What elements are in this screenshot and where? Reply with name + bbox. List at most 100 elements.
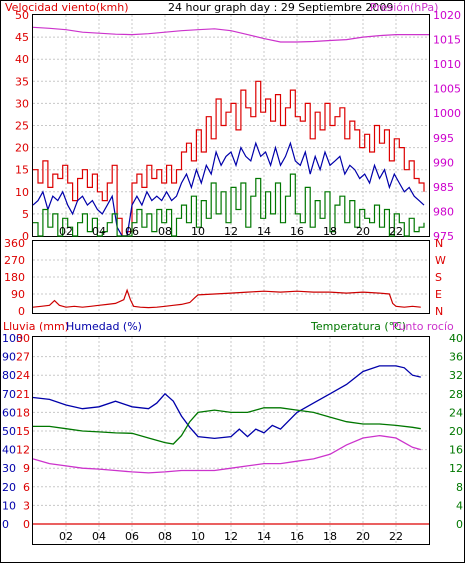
direction-y-tick: 270 (4, 254, 25, 267)
rain-y-tick: 21 (16, 388, 30, 401)
x-tick-label: 14 (257, 530, 271, 543)
humidity-y-tick: 50 (2, 425, 16, 438)
x-tick-label: 04 (92, 225, 106, 238)
humidity-title: Humedad (%) (66, 320, 142, 333)
humidity-y-tick: 70 (2, 388, 16, 401)
compass-tick: N (435, 237, 443, 250)
wind-series (32, 26, 429, 237)
pressure-y-tick: 990 (433, 156, 454, 169)
series-line (32, 26, 429, 43)
x-tick-label: 20 (356, 225, 370, 238)
direction-y-tick: 90 (11, 288, 25, 301)
x-tick-label: 02 (59, 530, 73, 543)
wind-y-tick: 20 (15, 142, 29, 155)
dew-point-title: Punto rocío (392, 320, 454, 333)
temperature-y-tick: 24 (449, 406, 463, 419)
series-line (33, 80, 425, 237)
rain-y-tick: 9 (23, 462, 30, 475)
series-line (32, 288, 421, 309)
wind-title: Velocidad viento(kmh) (5, 1, 129, 14)
rain-y-tick: 27 (16, 351, 30, 364)
temperature-y-tick: 20 (449, 425, 463, 438)
series-line (33, 173, 425, 237)
rain-y-tick: 12 (16, 444, 30, 457)
pressure-title: Presión(hPa) (370, 1, 438, 14)
rain-y-tick: 30 (16, 332, 30, 345)
temperature-y-tick: 28 (449, 388, 463, 401)
humidity-y-tick: 60 (2, 406, 16, 419)
x-tick-label: 06 (125, 530, 139, 543)
pressure-y-tick: 1015 (433, 34, 461, 47)
rain-y-tick: 15 (16, 425, 30, 438)
humidity-y-tick: 10 (2, 499, 16, 512)
direction-grid (33, 241, 429, 313)
humidity-y-tick: 90 (2, 351, 16, 364)
compass-tick: N (435, 305, 443, 318)
x-tick-label: 22 (389, 225, 403, 238)
compass-tick: S (435, 271, 442, 284)
pressure-y-tick: 985 (433, 181, 454, 194)
humidity-y-tick: 30 (2, 462, 16, 475)
temperature-title: Temperatura (°C) (310, 320, 406, 333)
wind-y-tick: 50 (15, 9, 29, 22)
temperature-y-tick: 40 (449, 332, 463, 345)
rain-title: Lluvia (mm) (3, 320, 69, 333)
pressure-y-tick: 995 (433, 132, 454, 145)
x-tick-label: 18 (323, 225, 337, 238)
humidity-y-tick: 0 (2, 518, 9, 531)
graph-title: 24 hour graph day : 29 Septiembre 2009 (168, 1, 393, 14)
x-tick-label: 06 (125, 225, 139, 238)
wind-y-tick: 0 (22, 230, 29, 243)
x-tick-label: 12 (224, 530, 238, 543)
wind-axes: 0510152025303540455097598098599099510001… (15, 9, 461, 243)
wind-y-tick: 45 (15, 31, 29, 44)
climate-series (32, 365, 429, 525)
humidity-y-tick: 20 (2, 481, 16, 494)
temperature-y-tick: 0 (456, 518, 463, 531)
humidity-y-tick: 80 (2, 369, 16, 382)
wind-y-tick: 30 (15, 97, 29, 110)
climate-axes: 0102030405060708090100036912151821242730… (2, 332, 463, 543)
x-tick-label: 08 (158, 225, 172, 238)
rain-y-tick: 18 (16, 406, 30, 419)
x-tick-label: 12 (224, 225, 238, 238)
wind-y-tick: 40 (15, 53, 29, 66)
x-tick-label: 10 (191, 225, 205, 238)
compass-tick: E (435, 288, 442, 301)
wind-y-tick: 35 (15, 75, 29, 88)
pressure-y-tick: 980 (433, 205, 454, 218)
temperature-y-tick: 16 (449, 444, 463, 457)
rain-y-tick: 3 (23, 499, 30, 512)
x-tick-label: 04 (92, 530, 106, 543)
compass-tick: W (435, 254, 446, 267)
pressure-y-tick: 1000 (433, 107, 461, 120)
wind-y-tick: 10 (15, 186, 29, 199)
temperature-y-tick: 36 (449, 351, 463, 364)
pressure-y-tick: 1010 (433, 58, 461, 71)
x-tick-label: 02 (59, 225, 73, 238)
temperature-y-tick: 12 (449, 462, 463, 475)
wind-y-tick: 5 (22, 208, 29, 221)
rain-y-tick: 24 (16, 369, 30, 382)
x-tick-label: 18 (323, 530, 337, 543)
wind-y-tick: 15 (15, 164, 29, 177)
pressure-y-tick: 1005 (433, 83, 461, 96)
rain-y-tick: 6 (23, 481, 30, 494)
x-tick-label: 16 (290, 225, 304, 238)
climate-grid (33, 337, 429, 544)
temperature-y-tick: 8 (456, 481, 463, 494)
x-tick-label: 20 (356, 530, 370, 543)
x-tick-label: 08 (158, 530, 172, 543)
series-line (32, 141, 425, 237)
wind-y-tick: 25 (15, 120, 29, 133)
temperature-y-tick: 32 (449, 369, 463, 382)
series-line (33, 407, 421, 445)
rain-y-tick: 0 (23, 518, 30, 531)
series-line (32, 434, 421, 474)
direction-series (32, 288, 421, 309)
x-tick-label: 22 (389, 530, 403, 543)
pressure-y-tick: 975 (433, 230, 454, 243)
x-tick-label: 14 (257, 225, 271, 238)
